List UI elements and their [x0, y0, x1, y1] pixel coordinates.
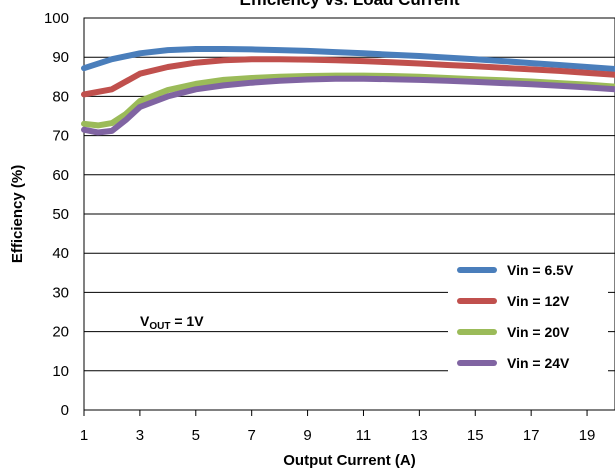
- x-tick-label: 3: [136, 427, 144, 444]
- vout-annotation-subscript: OUT: [149, 321, 170, 332]
- x-tick-label: 17: [523, 427, 540, 444]
- grid-lines: [84, 56, 615, 372]
- legend-label: Vin = 24V: [507, 355, 570, 371]
- vout-annotation-main: V: [140, 313, 150, 329]
- series-line: [81, 75, 615, 136]
- y-axis-ticks: 0 10 20 30 40 50 60 70 80 90 100: [44, 10, 69, 419]
- y-tick-label: 70: [52, 128, 69, 145]
- series-line: [81, 46, 615, 72]
- plot-area-border: [83, 17, 615, 411]
- legend-label: Vin = 6.5V: [507, 262, 574, 278]
- y-tick-label: 90: [52, 49, 69, 66]
- series-line: [81, 56, 615, 98]
- x-tick-label: 1: [80, 427, 88, 444]
- y-tick-label: 60: [52, 167, 69, 184]
- x-tick-label: 13: [411, 427, 428, 444]
- y-tick-label: 100: [44, 10, 69, 27]
- x-tick-label: 9: [303, 427, 311, 444]
- legend: Vin = 6.5V Vin = 12V Vin = 20V Vin = 24V: [448, 254, 608, 386]
- y-tick-label: 10: [52, 363, 69, 380]
- vout-annotation: VOUT = 1V: [140, 313, 204, 332]
- y-tick-label: 80: [52, 88, 69, 105]
- y-tick-label: 40: [52, 245, 69, 262]
- x-tick-label: 11: [356, 427, 372, 444]
- y-tick-label: 0: [61, 402, 69, 419]
- x-axis-title: Output Current (A): [283, 452, 415, 469]
- y-tick-label: 30: [52, 284, 69, 301]
- legend-label: Vin = 12V: [507, 293, 570, 309]
- y-tick-label: 20: [52, 324, 69, 341]
- legend-label: Vin = 20V: [507, 324, 570, 340]
- x-tick-label: 15: [467, 427, 484, 444]
- x-axis-ticks: 1 3 5 7 9 11 13 15 17 19: [80, 410, 596, 444]
- y-axis-title: Efficiency (%): [9, 165, 26, 263]
- y-tick-label: 50: [52, 206, 69, 223]
- chart-title: Efficiency vs. Load Current: [239, 0, 459, 9]
- series-lines: [81, 46, 615, 136]
- x-tick-label: 5: [192, 427, 200, 444]
- x-tick-label: 19: [579, 427, 596, 444]
- x-tick-label: 7: [248, 427, 256, 444]
- vout-annotation-suffix: = 1V: [170, 313, 204, 329]
